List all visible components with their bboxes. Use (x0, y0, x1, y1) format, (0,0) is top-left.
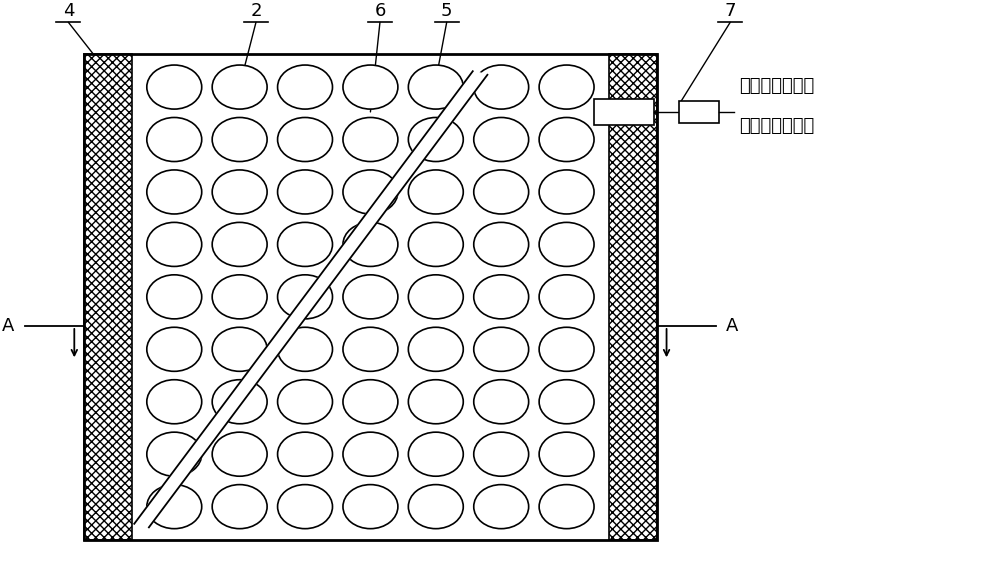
Ellipse shape (474, 380, 529, 424)
Ellipse shape (539, 275, 594, 319)
Ellipse shape (278, 380, 333, 424)
Text: 7: 7 (725, 2, 736, 20)
Ellipse shape (539, 380, 594, 424)
Ellipse shape (278, 485, 333, 528)
Text: A: A (2, 317, 15, 335)
Ellipse shape (474, 275, 529, 319)
Ellipse shape (278, 222, 333, 266)
Ellipse shape (212, 222, 267, 266)
Ellipse shape (474, 65, 529, 109)
Ellipse shape (474, 170, 529, 214)
Ellipse shape (278, 327, 333, 371)
Ellipse shape (278, 275, 333, 319)
Ellipse shape (474, 327, 529, 371)
Ellipse shape (212, 65, 267, 109)
Ellipse shape (147, 485, 202, 528)
Text: 接负压吸引装置: 接负压吸引装置 (739, 77, 814, 95)
Ellipse shape (212, 275, 267, 319)
Ellipse shape (343, 485, 398, 528)
Ellipse shape (343, 432, 398, 476)
Ellipse shape (147, 380, 202, 424)
Ellipse shape (278, 65, 333, 109)
Bar (594, 99, 654, 125)
Ellipse shape (278, 170, 333, 214)
Ellipse shape (474, 118, 529, 162)
Ellipse shape (408, 65, 463, 109)
Ellipse shape (408, 485, 463, 528)
Ellipse shape (147, 170, 202, 214)
Ellipse shape (212, 327, 267, 371)
Ellipse shape (474, 485, 529, 528)
Ellipse shape (539, 65, 594, 109)
Ellipse shape (212, 118, 267, 162)
Bar (84, 53, 132, 540)
Ellipse shape (408, 432, 463, 476)
Ellipse shape (147, 432, 202, 476)
Ellipse shape (539, 222, 594, 266)
Ellipse shape (343, 275, 398, 319)
Ellipse shape (474, 432, 529, 476)
Ellipse shape (343, 222, 398, 266)
Ellipse shape (147, 222, 202, 266)
Text: 2: 2 (250, 2, 262, 20)
Bar (84, 53, 657, 540)
Ellipse shape (408, 380, 463, 424)
Text: 5: 5 (441, 2, 452, 20)
Ellipse shape (278, 432, 333, 476)
Ellipse shape (147, 65, 202, 109)
Ellipse shape (212, 432, 267, 476)
Ellipse shape (343, 170, 398, 214)
Ellipse shape (212, 170, 267, 214)
Ellipse shape (212, 485, 267, 528)
Ellipse shape (147, 327, 202, 371)
Ellipse shape (408, 327, 463, 371)
Bar (679, 100, 719, 124)
Text: A: A (726, 317, 739, 335)
Ellipse shape (539, 170, 594, 214)
Ellipse shape (408, 118, 463, 162)
Text: 或便携式供氧机: 或便携式供氧机 (739, 117, 814, 135)
Ellipse shape (539, 327, 594, 371)
Text: 4: 4 (63, 2, 74, 20)
Ellipse shape (408, 222, 463, 266)
Ellipse shape (343, 327, 398, 371)
Ellipse shape (408, 170, 463, 214)
Ellipse shape (147, 275, 202, 319)
Text: 6: 6 (374, 2, 386, 20)
Bar (609, 53, 657, 540)
Ellipse shape (343, 380, 398, 424)
Ellipse shape (212, 380, 267, 424)
Ellipse shape (539, 432, 594, 476)
Ellipse shape (539, 118, 594, 162)
Polygon shape (134, 71, 487, 527)
Ellipse shape (343, 65, 398, 109)
Ellipse shape (343, 118, 398, 162)
Bar (132, 53, 609, 540)
Ellipse shape (474, 222, 529, 266)
Ellipse shape (408, 275, 463, 319)
Ellipse shape (539, 485, 594, 528)
Ellipse shape (278, 118, 333, 162)
Ellipse shape (147, 118, 202, 162)
